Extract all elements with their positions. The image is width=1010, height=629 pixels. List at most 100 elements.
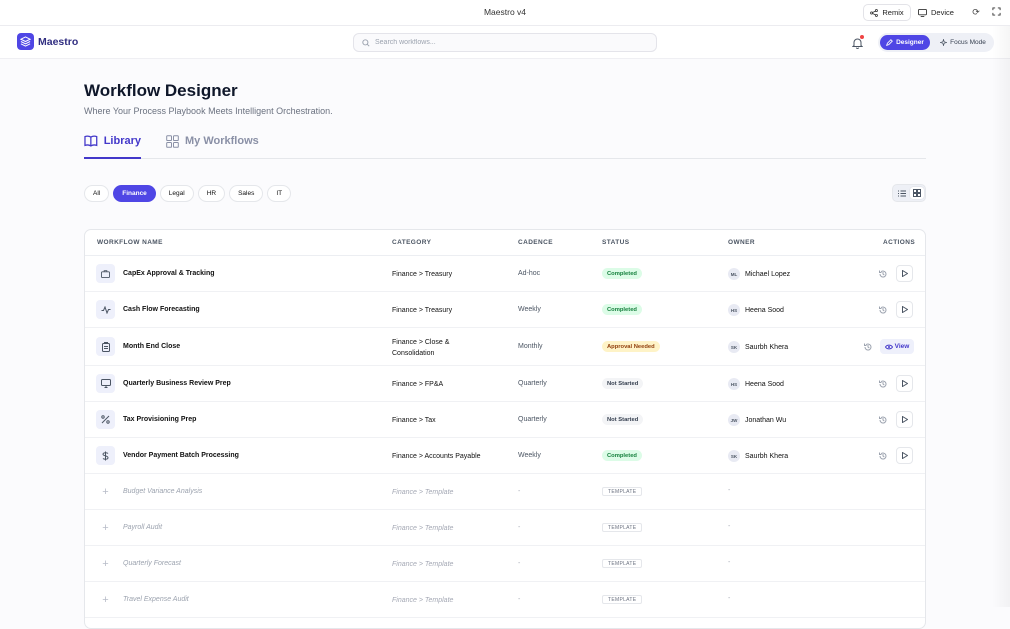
status-badge: Completed <box>602 304 642 315</box>
search-bar[interactable] <box>353 33 657 52</box>
filter-chip-legal[interactable]: Legal <box>159 185 194 202</box>
table-row[interactable]: Vendor Payment Batch Processing Finance … <box>85 438 925 474</box>
column-header-actions: ACTIONS <box>883 239 916 246</box>
filter-chip-sales[interactable]: Sales <box>229 185 264 202</box>
view-tabs: Library My Workflows <box>84 133 926 159</box>
view-button-label: View <box>894 343 910 350</box>
dollar-icon <box>96 446 115 465</box>
workflow-name[interactable]: CapEx Approval & Tracking <box>123 270 215 277</box>
table-row[interactable]: Cash Flow Forecasting Finance > Treasury… <box>85 292 925 328</box>
workflow-category: Finance > Accounts Payable <box>392 453 481 460</box>
fullscreen-icon[interactable] <box>991 7 1001 17</box>
table-row[interactable]: Tax Provisioning Prep Finance > Tax Quar… <box>85 402 925 438</box>
status-badge: Not Started <box>602 378 644 389</box>
workflow-cadence: Ad-hoc <box>518 270 541 277</box>
filter-chip-finance[interactable]: Finance <box>113 185 156 202</box>
view-toggle <box>892 184 926 202</box>
clipboard-icon <box>96 337 115 356</box>
run-button[interactable] <box>896 265 913 282</box>
template-row[interactable]: + Quarterly Forecast Finance > Template … <box>85 546 925 582</box>
view-button[interactable]: View <box>880 339 914 354</box>
workflow-name[interactable]: Quarterly Business Review Prep <box>123 380 231 387</box>
filter-chip-all[interactable]: All <box>84 185 110 202</box>
eye-icon <box>884 344 893 349</box>
workflow-category: Finance > Treasury <box>392 271 453 278</box>
history-icon[interactable] <box>878 269 888 279</box>
list-view-icon[interactable] <box>895 187 909 199</box>
workflow-category: Finance > FP&A <box>392 381 444 388</box>
grid-icon <box>166 135 179 148</box>
category-filters: All Finance Legal HR Sales IT <box>84 185 292 202</box>
workflow-name[interactable]: Cash Flow Forecasting <box>123 306 200 313</box>
column-header-cadence: CADENCE <box>518 239 553 246</box>
template-cadence: - <box>518 560 521 567</box>
history-icon[interactable] <box>878 379 888 389</box>
grid-view-icon[interactable] <box>910 187 924 199</box>
history-icon[interactable] <box>863 342 873 352</box>
avatar: HS <box>728 304 740 316</box>
owner: SK Saurbh Khera <box>728 341 788 353</box>
history-icon[interactable] <box>878 451 888 461</box>
template-row[interactable]: + Travel Expense Audit Finance > Templat… <box>85 582 925 618</box>
focus-mode-button[interactable]: Focus Mode <box>935 35 991 50</box>
status-badge: Completed <box>602 450 642 461</box>
designer-mode-button[interactable]: Designer <box>880 35 930 50</box>
device-button[interactable]: Device <box>918 4 960 21</box>
avatar: JW <box>728 414 740 426</box>
monitor-icon <box>918 8 927 17</box>
template-row[interactable]: + Payroll Audit Finance > Template - TEM… <box>85 510 925 546</box>
plus-icon[interactable]: + <box>102 557 109 570</box>
window-bar: Maestro v4 Remix Device ⟳ <box>0 0 1010 26</box>
focus-label: Focus Mode <box>950 39 986 46</box>
run-button[interactable] <box>896 301 913 318</box>
template-row[interactable]: + Budget Variance Analysis Finance > Tem… <box>85 474 925 510</box>
run-button[interactable] <box>896 447 913 464</box>
logo-icon[interactable] <box>17 33 34 50</box>
workflow-category: Finance > Close & Consolidation <box>392 339 450 357</box>
plus-icon[interactable]: + <box>102 593 109 606</box>
tab-my-workflows[interactable]: My Workflows <box>166 135 259 159</box>
status-badge: Not Started <box>602 414 644 425</box>
app-header: Maestro Designer Focus Mode <box>0 26 1010 59</box>
template-badge: TEMPLATE <box>602 559 643 568</box>
table-header: WORKFLOW NAME CATEGORY CADENCE STATUS OW… <box>85 230 925 256</box>
history-icon[interactable] <box>878 415 888 425</box>
status-badge: Completed <box>602 268 642 279</box>
run-button[interactable] <box>896 375 913 392</box>
notification-bell-icon[interactable] <box>851 35 864 49</box>
filter-chip-it[interactable]: IT <box>267 185 292 202</box>
template-category: Finance > Template <box>392 597 454 604</box>
workflow-name[interactable]: Vendor Payment Batch Processing <box>123 452 239 459</box>
tab-library[interactable]: Library <box>84 135 141 159</box>
pen-icon <box>886 39 893 46</box>
template-category: Finance > Template <box>392 561 454 568</box>
plus-icon[interactable]: + <box>102 521 109 534</box>
history-icon[interactable] <box>878 305 888 315</box>
template-cadence: - <box>518 524 521 531</box>
owner-name: Jonathan Wu <box>745 416 787 424</box>
table-row[interactable]: CapEx Approval & Tracking Finance > Trea… <box>85 256 925 292</box>
refresh-icon[interactable]: ⟳ <box>972 7 980 17</box>
plus-icon[interactable]: + <box>102 485 109 498</box>
play-icon <box>901 270 908 277</box>
template-name[interactable]: Quarterly Forecast <box>123 560 181 567</box>
device-label: Device <box>931 8 954 17</box>
table-row[interactable]: Quarterly Business Review Prep Finance >… <box>85 366 925 402</box>
template-name[interactable]: Payroll Audit <box>123 524 163 531</box>
play-icon <box>901 416 908 423</box>
owner-name: Michael Lopez <box>745 270 791 278</box>
filter-chip-hr[interactable]: HR <box>197 185 226 202</box>
table-row[interactable]: Month End Close Finance > Close & Consol… <box>85 328 925 366</box>
column-header-category: CATEGORY <box>392 239 432 246</box>
template-name[interactable]: Budget Variance Analysis <box>123 488 203 495</box>
search-input[interactable] <box>375 39 635 46</box>
template-cadence: - <box>518 488 521 495</box>
workflow-name[interactable]: Month End Close <box>123 343 181 350</box>
template-name[interactable]: Travel Expense Audit <box>123 596 189 603</box>
workflow-table: WORKFLOW NAME CATEGORY CADENCE STATUS OW… <box>84 229 926 629</box>
run-button[interactable] <box>896 411 913 428</box>
workflow-name[interactable]: Tax Provisioning Prep <box>123 416 197 423</box>
remix-button[interactable]: Remix <box>863 4 911 21</box>
owner-name: Saurbh Khera <box>745 343 789 351</box>
owner-name: Heena Sood <box>745 380 784 388</box>
